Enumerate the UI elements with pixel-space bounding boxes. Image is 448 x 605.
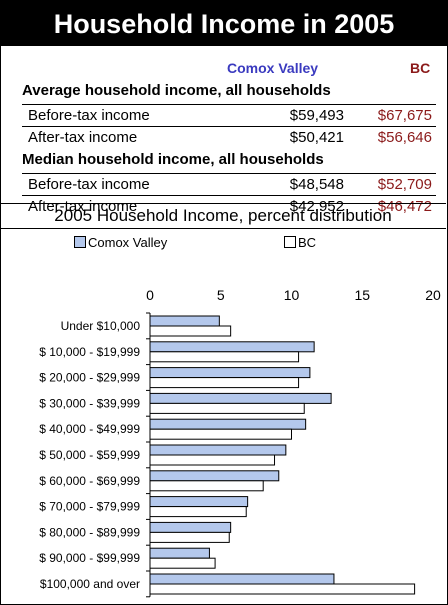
row-label: Before-tax income — [28, 107, 150, 124]
distribution-title: 2005 Household Income, percent distribut… — [0, 203, 446, 229]
section-heading-average: Average household income, all households — [22, 82, 331, 99]
bar-comox-valley — [149, 367, 311, 379]
row-label: Before-tax income — [28, 176, 150, 193]
row-value-bc: $46,472 — [377, 198, 432, 215]
bar-comox-valley — [149, 496, 249, 508]
bar-comox-valley — [149, 521, 232, 533]
bar-comox-valley — [149, 470, 280, 482]
bar-bc — [149, 454, 276, 466]
bar-comox-valley — [149, 444, 287, 456]
legend-item-bc: BC — [284, 235, 316, 250]
x-tick-label: 20 — [425, 287, 441, 303]
bar-comox-valley — [149, 392, 332, 404]
category-label: $ 90,000 - $99,999 — [39, 551, 140, 565]
bar-bc — [149, 325, 232, 337]
category-label: $ 50,000 - $59,999 — [39, 448, 140, 462]
category-label: $ 80,000 - $89,999 — [39, 525, 140, 539]
column-header-comox-valley: Comox Valley — [227, 60, 319, 76]
row-label: After-tax income — [28, 129, 138, 146]
legend-label-bc: BC — [298, 235, 317, 250]
bar-bc — [149, 402, 305, 414]
category-label: $ 60,000 - $69,999 — [39, 474, 140, 488]
bar-comox-valley — [149, 341, 315, 353]
bar-comox-valley — [149, 418, 307, 430]
category-label: $ 40,000 - $49,999 — [39, 422, 140, 436]
legend-swatch-bc — [284, 236, 296, 248]
x-tick-label: 5 — [217, 287, 225, 303]
row-value-bc: $52,709 — [377, 176, 432, 193]
x-tick-label: 15 — [354, 287, 370, 303]
bar-comox-valley — [149, 315, 220, 327]
category-label: $100,000 and over — [40, 577, 140, 591]
table-row: Before-tax income $48,548 $52,709 — [22, 173, 436, 196]
bar-bc — [149, 428, 292, 440]
row-label: After-tax income — [28, 198, 138, 215]
legend-label-comox: Comox Valley — [88, 235, 168, 250]
page-title: Household Income in 2005 — [0, 0, 448, 46]
income-distribution-chart: 0 5 10 15 20 Under $10,000 $ 10,000 - $19,999 $… — [39, 287, 441, 598]
row-value-bc: $67,675 — [377, 107, 432, 124]
bar-comox-valley — [149, 573, 335, 585]
table-row: Before-tax income $59,493 $67,675 — [22, 104, 436, 127]
bar-bc — [149, 583, 416, 595]
x-tick-label: 10 — [284, 287, 300, 303]
category-label: $ 10,000 - $19,999 — [39, 345, 140, 359]
bar-bc — [149, 531, 230, 543]
bar-bc — [149, 377, 300, 389]
x-tick-label: 0 — [146, 287, 154, 303]
bar-bc — [149, 351, 300, 363]
row-value-bc: $56,646 — [377, 129, 432, 146]
row-value-comox: $50,421 — [289, 129, 344, 146]
bar-bc — [149, 506, 247, 518]
category-label: Under $10,000 — [61, 319, 141, 333]
legend-item-comox-valley: Comox Valley — [74, 235, 167, 250]
bar-comox-valley — [149, 547, 210, 559]
table-row: After-tax income $42,952 $46,472 — [22, 195, 436, 218]
section-heading-median: Median household income, all households — [22, 151, 324, 168]
bar-bc — [149, 480, 264, 492]
row-value-comox: $42,952 — [289, 198, 344, 215]
row-value-comox: $48,548 — [289, 176, 344, 193]
category-label: $ 20,000 - $29,999 — [39, 371, 140, 385]
table-row: After-tax income $50,421 $56,646 — [22, 126, 436, 149]
category-label: $ 30,000 - $39,999 — [39, 396, 140, 410]
bar-bc — [149, 557, 216, 569]
category-label: $ 70,000 - $79,999 — [39, 500, 140, 514]
row-value-comox: $59,493 — [289, 107, 344, 124]
legend-swatch-comox — [74, 236, 86, 248]
column-header-bc: BC — [410, 60, 431, 76]
